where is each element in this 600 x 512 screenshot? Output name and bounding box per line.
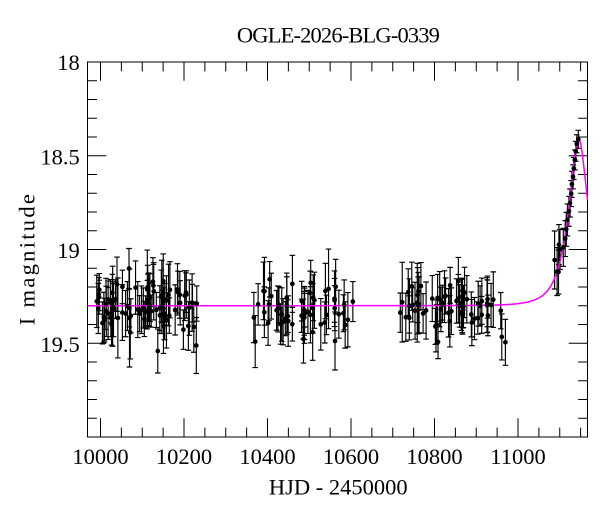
svg-text:HJD - 2450000: HJD - 2450000 <box>269 474 408 499</box>
svg-text:10600: 10600 <box>323 444 379 469</box>
svg-text:10400: 10400 <box>239 444 295 469</box>
svg-text:I magnitude: I magnitude <box>15 192 40 325</box>
svg-text:10800: 10800 <box>406 444 462 469</box>
svg-text:19: 19 <box>57 238 80 263</box>
svg-text:10200: 10200 <box>156 444 212 469</box>
svg-text:18.5: 18.5 <box>40 145 79 170</box>
svg-text:OGLE-2026-BLG-0339: OGLE-2026-BLG-0339 <box>237 23 440 48</box>
svg-text:10000: 10000 <box>72 444 128 469</box>
svg-text:19.5: 19.5 <box>40 332 79 357</box>
svg-text:11000: 11000 <box>490 444 545 469</box>
svg-text:18: 18 <box>57 50 80 75</box>
